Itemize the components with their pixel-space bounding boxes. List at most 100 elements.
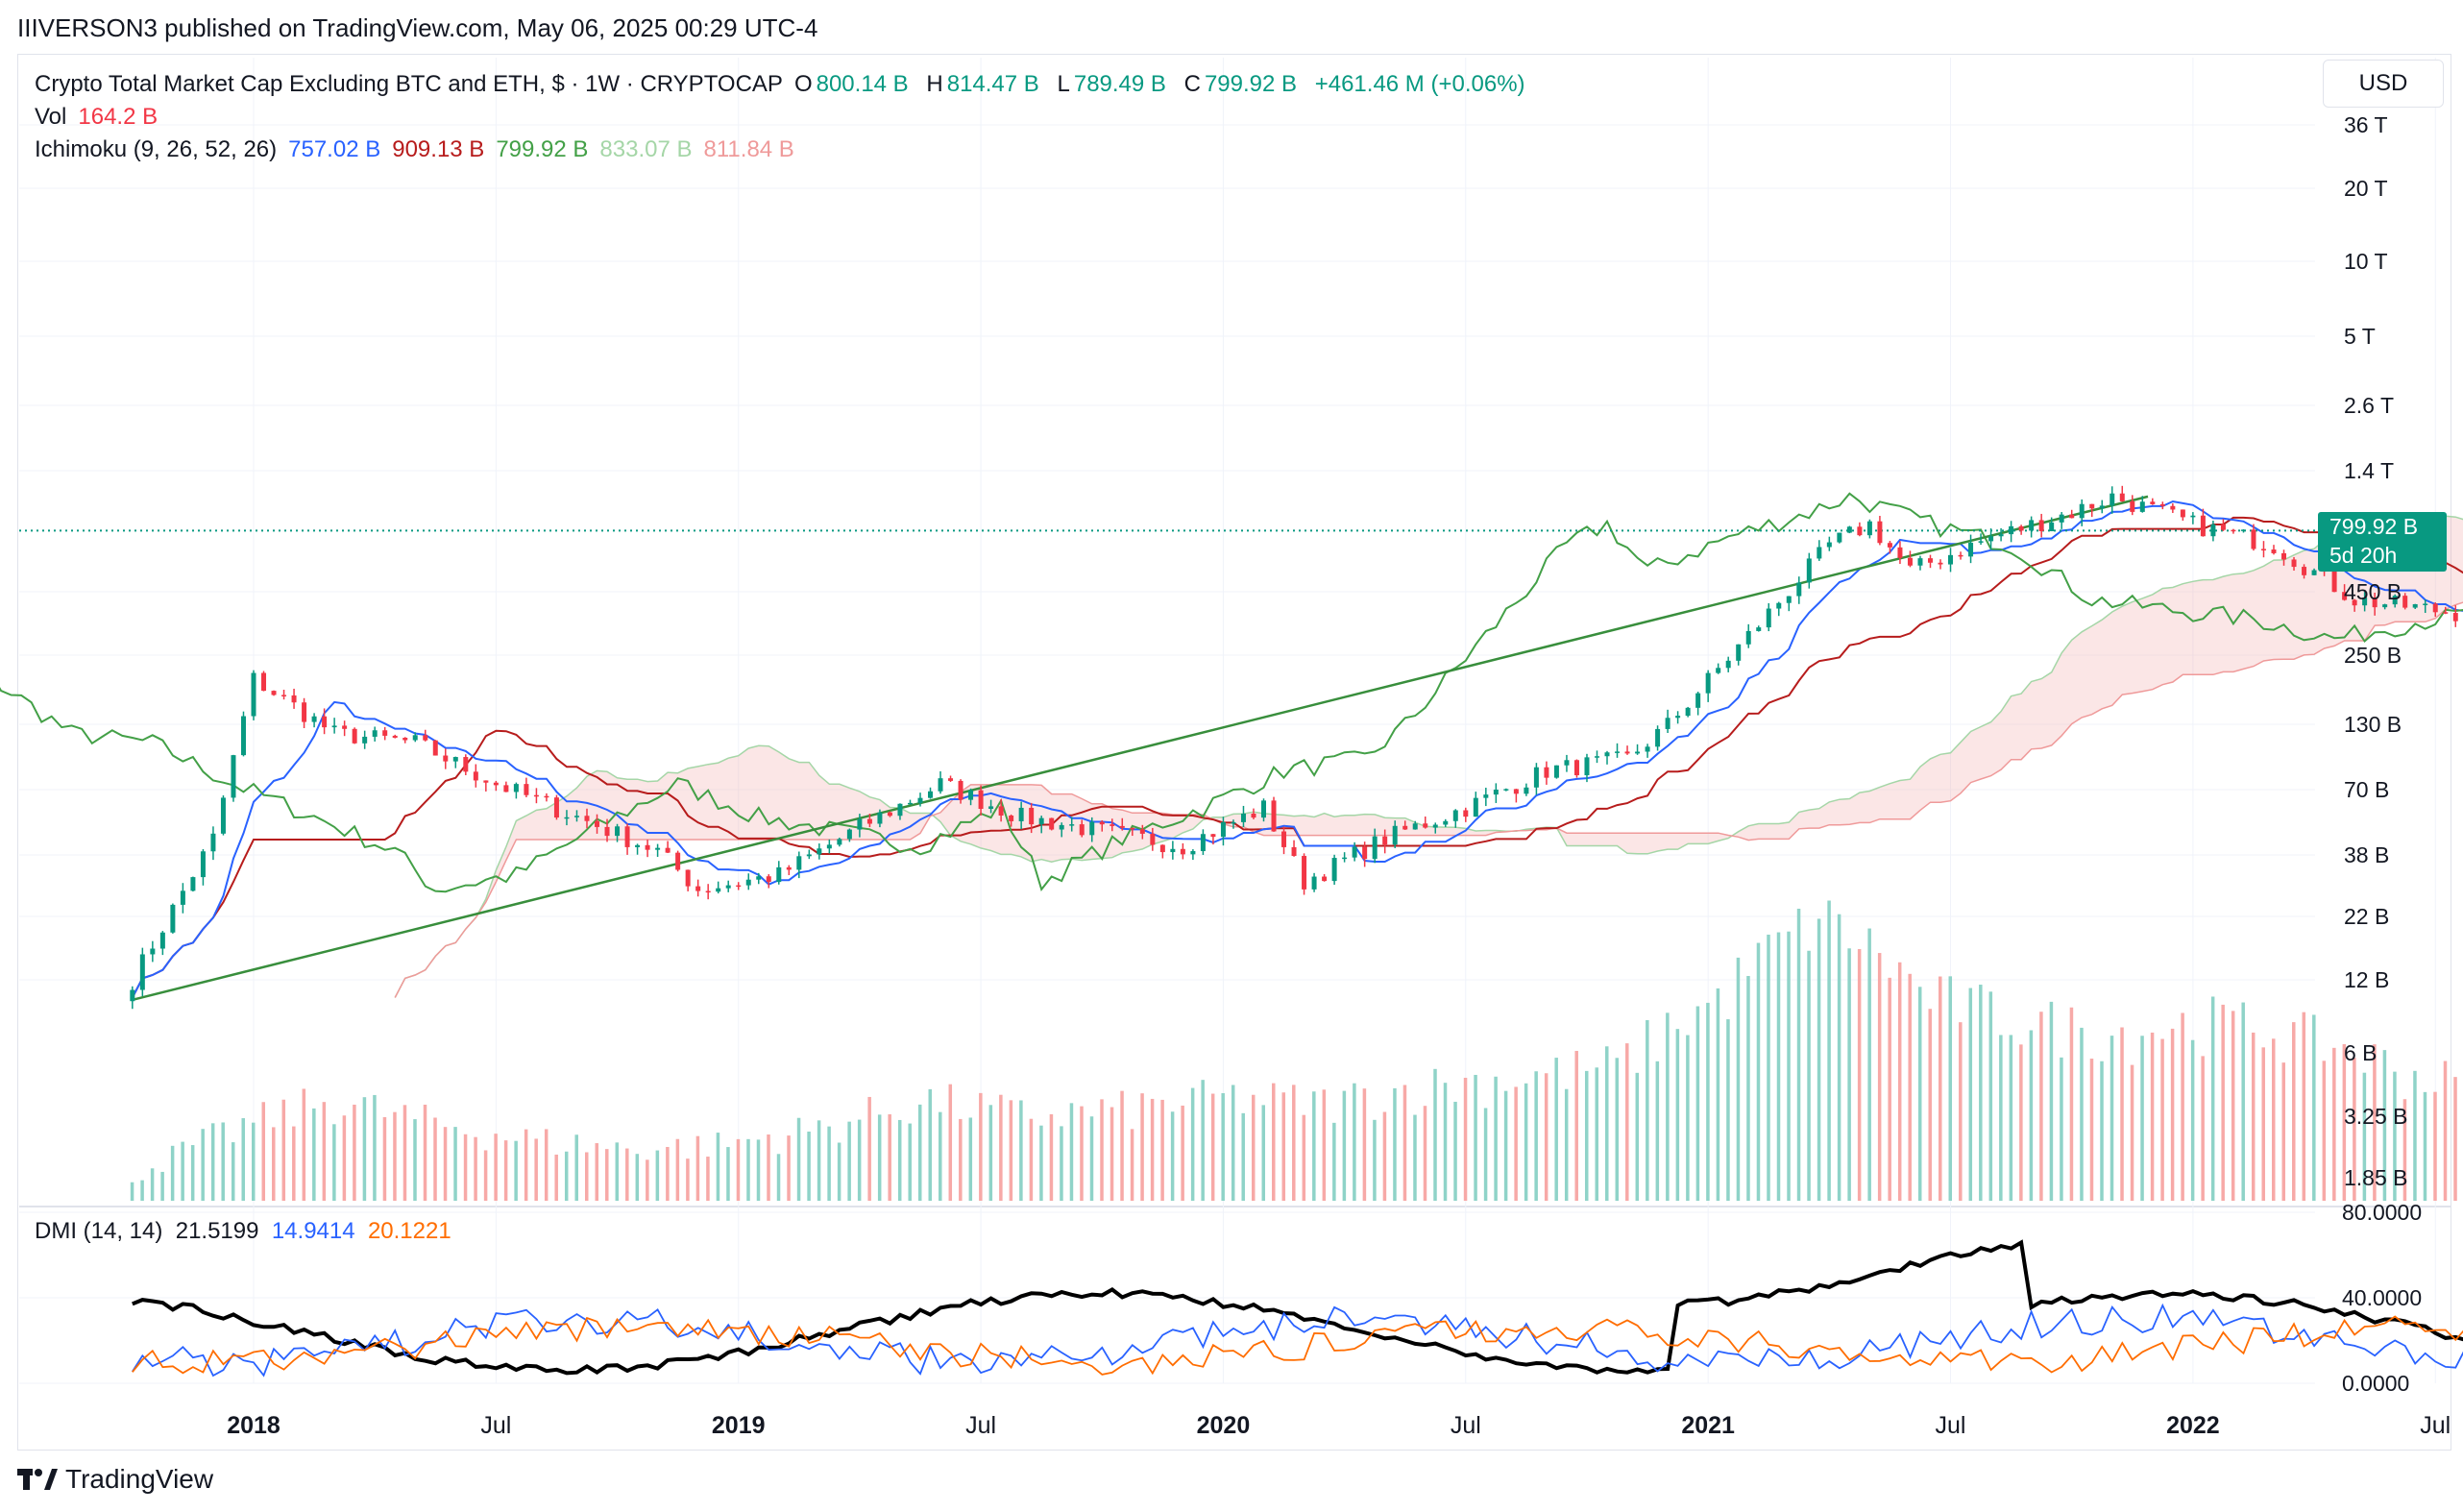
- volume-bar: [2332, 1047, 2336, 1201]
- candle-body: [1968, 542, 1974, 557]
- candle-body: [917, 797, 923, 803]
- candle-body: [2231, 529, 2236, 532]
- volume-bar: [494, 1134, 498, 1201]
- volume-bar: [1736, 957, 1741, 1201]
- volume-bar: [1625, 1043, 1629, 1201]
- candle-body: [1382, 836, 1388, 845]
- cloud-fill: [395, 515, 2463, 998]
- candle-body: [2130, 500, 2135, 512]
- price-tick-label: 250 B: [2344, 643, 2402, 668]
- candle-body: [1392, 825, 1398, 845]
- volume-bar: [534, 1138, 538, 1201]
- candle-body: [826, 844, 832, 849]
- candle-body: [2018, 525, 2024, 531]
- base-line: [131, 516, 2463, 998]
- candle-body: [866, 818, 872, 824]
- symbol-legend[interactable]: Crypto Total Market Cap Excluding BTC an…: [35, 71, 1537, 98]
- ichimoku-legend[interactable]: Ichimoku (9, 26, 52, 26) 757.02 B 909.13 B…: [35, 136, 806, 163]
- candle-body: [1372, 836, 1378, 860]
- candle-body: [2452, 613, 2458, 622]
- candle-body: [2331, 571, 2337, 593]
- candle-body: [604, 826, 610, 837]
- symbol-title: Crypto Total Market Cap Excluding BTC an…: [35, 71, 783, 97]
- volume-bar: [959, 1118, 963, 1201]
- time-tick-label: Jul: [2420, 1412, 2451, 1439]
- volume-bar: [2251, 1032, 2256, 1201]
- low-label: L: [1057, 71, 1070, 97]
- vol-label: Vol: [35, 104, 67, 130]
- volume-bar: [2109, 1036, 2114, 1201]
- candle-body: [846, 829, 852, 840]
- candle-body: [2049, 522, 2055, 531]
- candle-body: [796, 856, 802, 870]
- volume-bar: [1353, 1083, 1356, 1201]
- candle-body: [2190, 515, 2196, 518]
- candle-body: [584, 816, 590, 821]
- candle-body: [533, 794, 539, 797]
- tradingview-logo-icon: [17, 1469, 58, 1490]
- volume-bar: [1817, 918, 1821, 1201]
- candle-body: [150, 948, 156, 955]
- dmi-label: DMI (14, 14): [35, 1218, 163, 1244]
- volume-bar: [373, 1094, 377, 1201]
- volume-bar: [574, 1134, 578, 1201]
- vol-value: 164.2 B: [78, 104, 159, 130]
- candle-body: [1615, 751, 1621, 753]
- candle-body: [1130, 827, 1135, 830]
- candle-body: [2029, 520, 2035, 531]
- volume-bar: [1210, 1093, 1215, 1201]
- volume-bar: [2362, 1072, 2367, 1201]
- candle-body: [1423, 823, 1428, 828]
- candle-body: [1412, 823, 1418, 830]
- volume-bar: [2413, 1070, 2417, 1201]
- volume-bar: [2009, 1035, 2013, 1201]
- currency-button[interactable]: USD: [2323, 60, 2444, 108]
- volume-bar: [706, 1157, 710, 1201]
- volume-bar: [686, 1158, 690, 1201]
- volume-bar: [1181, 1105, 1184, 1201]
- candle-body: [1493, 790, 1499, 795]
- volume-bar: [1130, 1129, 1134, 1201]
- volume-bar: [1373, 1119, 1377, 1201]
- volume-bar: [2069, 1007, 2074, 1201]
- dmi-adx: 21.5199: [175, 1218, 259, 1244]
- dmi-legend[interactable]: DMI (14, 14) 21.5199 14.9414 20.1221: [35, 1218, 451, 1245]
- volume-bar: [554, 1154, 558, 1201]
- volume-bar: [393, 1111, 397, 1201]
- volume-bar: [1939, 976, 1942, 1201]
- volume-bar: [1423, 1106, 1427, 1201]
- volume-bar: [322, 1102, 327, 1201]
- candle-body: [1796, 582, 1802, 597]
- volume-bar: [1776, 932, 1781, 1201]
- volume-bar: [1140, 1093, 1144, 1201]
- candle-body: [1645, 746, 1650, 752]
- volume-bar: [130, 1182, 134, 1201]
- candle-body: [2038, 520, 2044, 531]
- volume-bar: [635, 1154, 640, 1201]
- volume-legend[interactable]: Vol 164.2 B: [35, 104, 169, 131]
- candle-body: [311, 716, 317, 722]
- volume-bar: [1483, 1108, 1488, 1201]
- candle-body: [402, 738, 408, 741]
- tradingview-logo[interactable]: TradingView: [17, 1464, 213, 1495]
- candle-body: [1897, 547, 1903, 558]
- volume-bar: [776, 1154, 781, 1201]
- volume-bar: [584, 1152, 589, 1201]
- candle-body: [685, 869, 691, 887]
- volume-bar: [1897, 962, 1902, 1201]
- volume-bar: [999, 1094, 1003, 1201]
- volume-bar: [2342, 1044, 2347, 1201]
- volume-bar: [1049, 1113, 1054, 1201]
- volume-bar: [2221, 1004, 2225, 1201]
- candle-body: [1716, 668, 1721, 673]
- close-value: 799.92 B: [1204, 71, 1298, 97]
- volume-bar: [1190, 1087, 1195, 1201]
- candle-body: [1231, 821, 1236, 824]
- volume-bar: [1746, 976, 1750, 1201]
- volume-bar: [433, 1117, 437, 1201]
- volume-bar: [1716, 988, 1720, 1201]
- candle-body: [1573, 760, 1579, 776]
- candle-body: [1564, 760, 1570, 766]
- candle-body: [665, 847, 671, 853]
